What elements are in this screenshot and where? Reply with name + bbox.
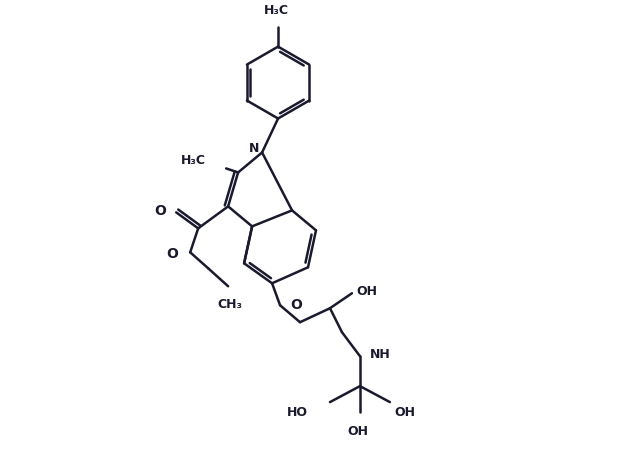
Text: H₃C: H₃C xyxy=(264,4,289,16)
Text: NH: NH xyxy=(370,348,390,360)
Text: O: O xyxy=(290,298,302,312)
Text: HO: HO xyxy=(287,406,308,419)
Text: N: N xyxy=(249,142,259,155)
Text: CH₃: CH₃ xyxy=(218,298,243,311)
Text: O: O xyxy=(154,204,166,219)
Text: H₃C: H₃C xyxy=(181,154,206,167)
Text: OH: OH xyxy=(394,406,415,419)
Text: OH: OH xyxy=(348,425,369,438)
Text: OH: OH xyxy=(356,285,377,298)
Text: O: O xyxy=(166,247,178,261)
